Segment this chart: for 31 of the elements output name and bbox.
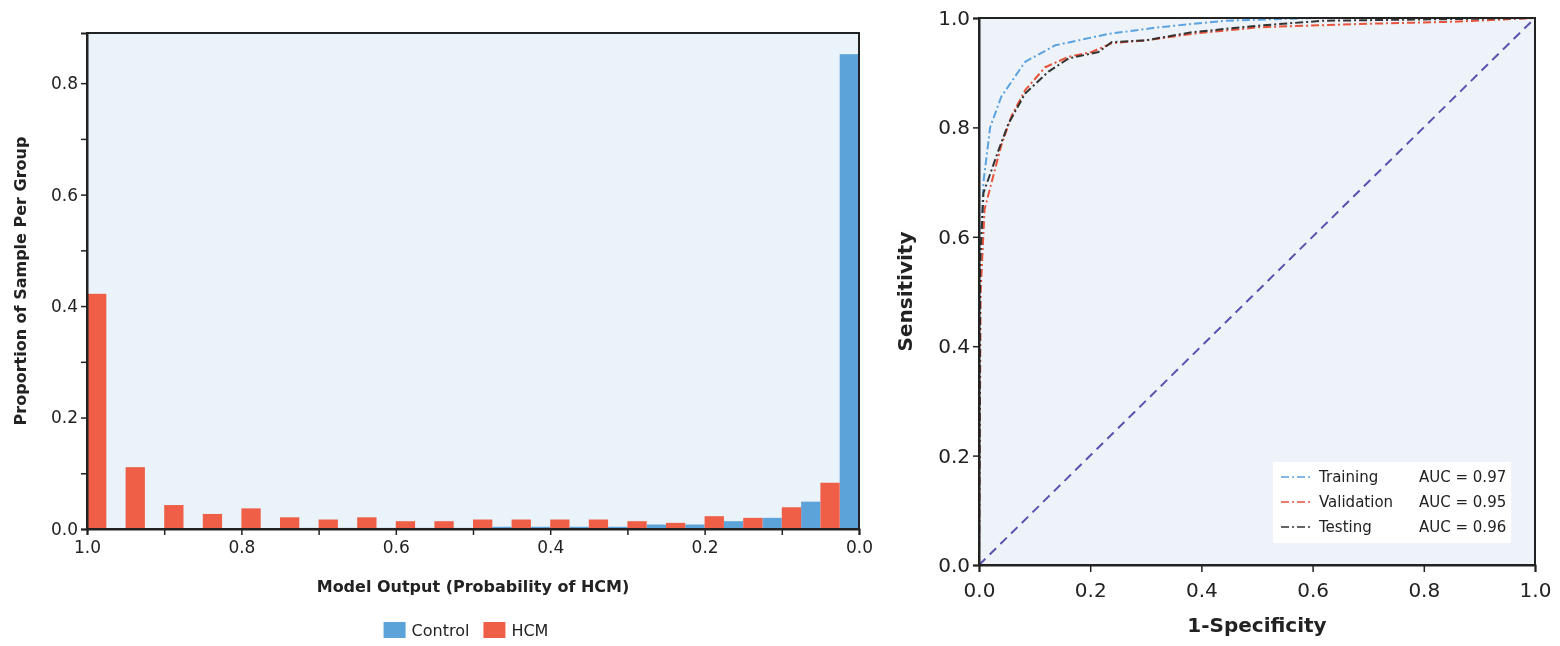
y-tick-label: 0.8	[938, 115, 970, 140]
x-tick-label: 0.6	[382, 537, 410, 558]
y-tick-label: 0.4	[938, 334, 970, 359]
text: Validation AUC = 0.95	[1319, 493, 1507, 512]
y-axis-title: Sensitivity	[893, 231, 917, 352]
y-tick-label: 0.0	[50, 518, 78, 539]
x-tick-label: 0.2	[1074, 578, 1107, 602]
text: Training AUC = 0.97	[1319, 468, 1507, 487]
y-tick-label: 0.6	[50, 184, 78, 205]
y-tick-label: 0.2	[938, 443, 970, 468]
x-axis-title: 1-Specificity	[1187, 613, 1327, 637]
x-tick-label: 0.2	[691, 537, 719, 558]
x-tick-label: 0.8	[228, 537, 256, 558]
x-tick-label: 0.0	[845, 537, 874, 558]
y-tick-label: 0.6	[938, 224, 970, 249]
x-tick-label: 0.4	[537, 537, 565, 558]
x-tick-label: 1.0	[73, 537, 102, 558]
legend-label: Control	[411, 620, 470, 640]
legend-label: HCM	[511, 620, 549, 640]
x-tick-label: 0.6	[1297, 578, 1330, 602]
text: Testing AUC = 0.96	[1319, 518, 1507, 537]
y-tick-label: 0.4	[50, 296, 78, 317]
y-tick-label: 0.8	[50, 73, 78, 94]
x-tick-label: 0.4	[1185, 578, 1218, 602]
y-axis-title: Proportion of Sample Per Group	[10, 136, 30, 426]
y-tick-label: 0.2	[50, 407, 78, 428]
x-tick-label: 0.8	[1408, 578, 1441, 602]
x-tick-label: 1.0	[1519, 578, 1552, 602]
y-tick-label: 1.0	[938, 5, 970, 30]
x-axis-title: Model Output (Probability of HCM)	[316, 577, 630, 596]
x-tick-label: 0.0	[963, 578, 996, 602]
